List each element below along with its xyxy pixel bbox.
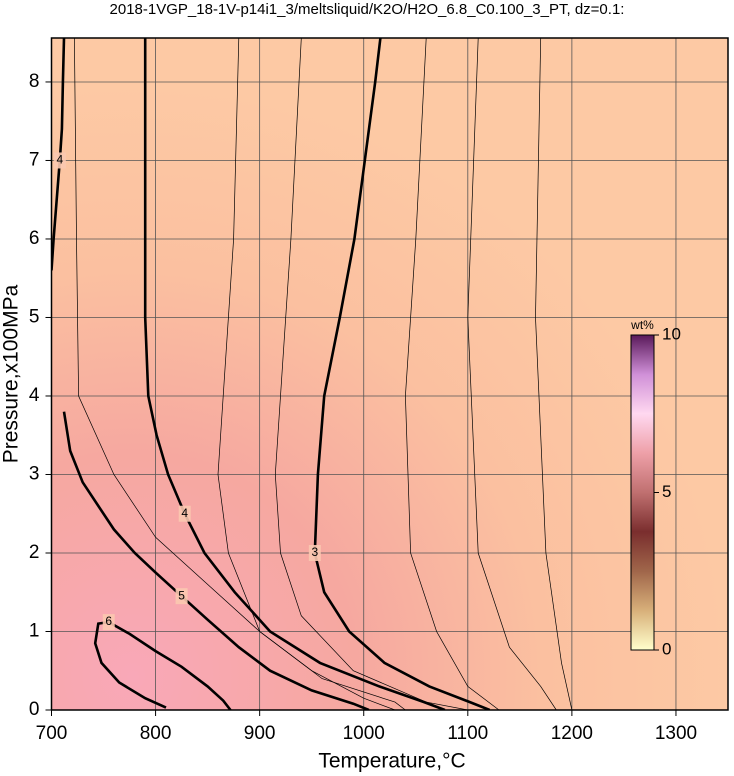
contour-label-bg <box>53 152 66 169</box>
plot-layer: 3 4 4 5 6 <box>51 38 728 710</box>
y-tick-label: 1 <box>29 621 40 642</box>
plot-frame <box>50 37 729 711</box>
contour-line <box>62 411 370 710</box>
y-axis-label: Pressure,x100MPa <box>0 284 23 463</box>
x-tick-label: 1100 <box>447 723 488 744</box>
x-tick-label: 700 <box>36 723 68 744</box>
contour-line <box>313 38 491 710</box>
y-tick-label: 0 <box>29 699 40 720</box>
contour-line <box>74 38 396 710</box>
colorbar-tick-label: 5 <box>662 482 671 501</box>
contour-label-bg <box>178 505 191 522</box>
y-tick-label: 2 <box>29 542 40 563</box>
y-tick-label: 6 <box>29 228 40 249</box>
contour-line <box>143 38 446 710</box>
colorbar-tick-label: 0 <box>662 639 671 658</box>
contour-label-bg <box>175 588 188 605</box>
contour-label-bg <box>102 614 115 631</box>
colorbar <box>630 334 655 651</box>
x-tick-label: 1000 <box>343 723 385 744</box>
plot-area <box>51 38 728 710</box>
contour-label-bg <box>308 544 321 561</box>
contour-line <box>217 38 406 710</box>
colorbar-label: wt% <box>630 318 654 332</box>
y-tick-label: 5 <box>29 306 40 327</box>
x-tick-label: 1300 <box>655 723 697 744</box>
x-axis-label: Temperature,°C <box>318 750 465 773</box>
x-tick-label: 800 <box>140 723 172 744</box>
contour-label: 4 <box>181 506 188 520</box>
contour-line <box>274 38 468 710</box>
axes: 700 800 900 1000 1100 1200 1300 0 1 2 3 4 5 6 7 8 0 5 10 wt… <box>29 71 697 744</box>
x-tick-label: 900 <box>244 723 276 744</box>
contour-label: 4 <box>56 153 63 167</box>
contour-line <box>467 38 557 710</box>
y-tick-label: 7 <box>29 149 40 170</box>
y-tick-label: 4 <box>29 385 40 406</box>
y-tick-label: 8 <box>29 71 40 92</box>
chart-title: 2018-1VGP_18-1V-p14i1_3/meltsliquid/K2O/… <box>110 1 625 18</box>
contour-line <box>535 38 573 710</box>
y-tick-label: 3 <box>29 464 40 485</box>
contour-label: 3 <box>311 545 318 559</box>
contour-label: 5 <box>178 588 185 602</box>
colorbar-tick-label: 10 <box>662 324 681 343</box>
contour-line <box>405 38 500 710</box>
x-tick-label: 1200 <box>551 723 593 744</box>
contour-label: 6 <box>105 614 112 628</box>
